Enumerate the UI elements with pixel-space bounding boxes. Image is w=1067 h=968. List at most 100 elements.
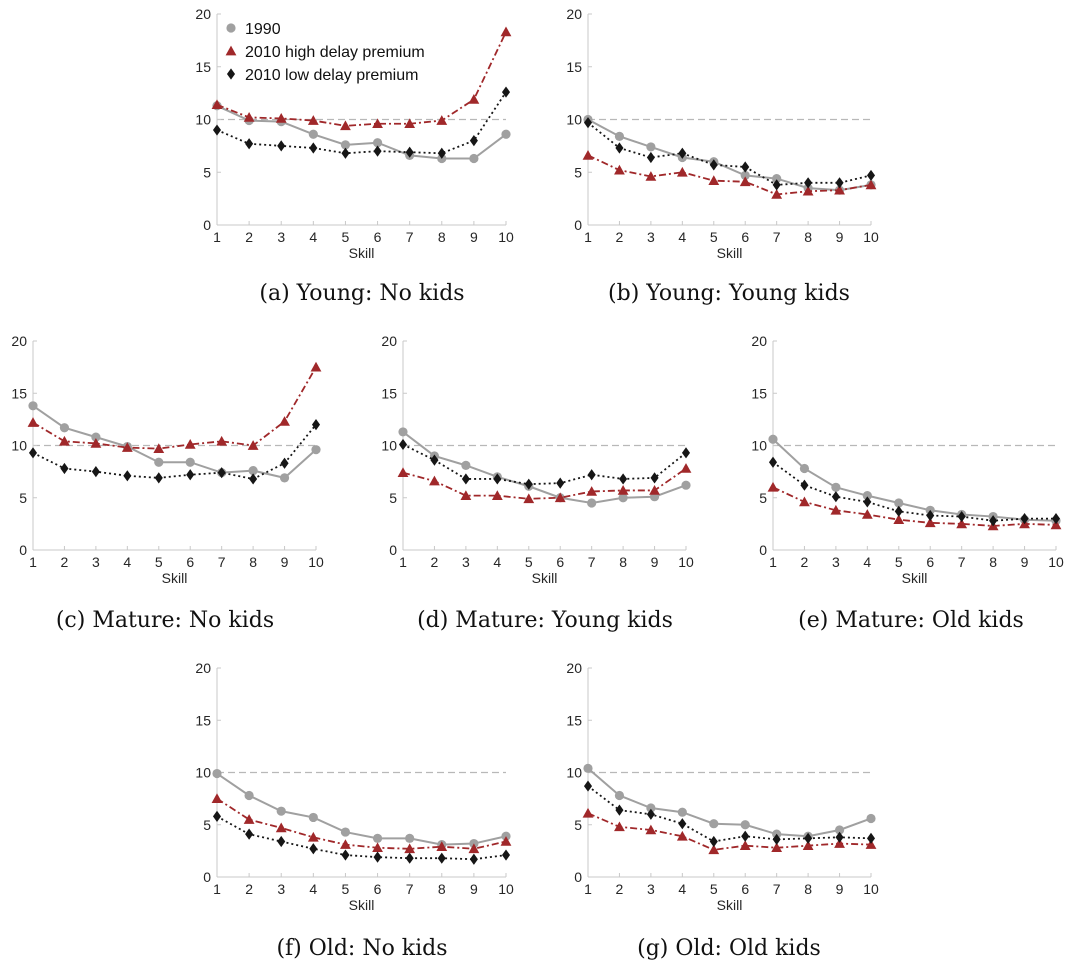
marker-p1-s3-4 bbox=[309, 142, 318, 154]
marker-p6-s3-1 bbox=[212, 810, 222, 822]
series-line-2 bbox=[587, 154, 872, 196]
series-line-2 bbox=[772, 486, 1057, 527]
x-tick-label: 3 bbox=[832, 554, 840, 570]
marker-p4-s3-1 bbox=[398, 438, 408, 451]
marker-p2-s3-10 bbox=[866, 169, 876, 182]
series-line-3 bbox=[216, 815, 507, 861]
y-tick-label: 5 bbox=[574, 164, 582, 180]
panel-caption: (g) Old: Old kids bbox=[637, 936, 821, 961]
marker-p7-s1-3 bbox=[646, 803, 656, 813]
marker-p2-s2-1 bbox=[582, 149, 594, 160]
x-tick-label: 9 bbox=[1021, 554, 1029, 570]
marker-p4-s2-4 bbox=[491, 490, 503, 500]
marker-p3-s2-9 bbox=[279, 416, 290, 426]
marker-p7-s1-1 bbox=[583, 763, 593, 773]
x-axis-label: Skill bbox=[162, 570, 188, 586]
y-tick-label: 15 bbox=[195, 59, 211, 75]
y-tick-label: 20 bbox=[751, 333, 767, 349]
marker-p4-s1-10 bbox=[681, 480, 691, 490]
marker-p3-s3-10 bbox=[311, 419, 321, 431]
marker-p5-s3-10 bbox=[1051, 513, 1061, 525]
x-tick-label: 10 bbox=[1048, 554, 1064, 570]
marker-p4-s2-2 bbox=[429, 475, 440, 486]
marker-p7-s2-4 bbox=[676, 830, 688, 841]
x-tick-label: 8 bbox=[619, 554, 627, 570]
marker-p6-s2-1 bbox=[211, 793, 223, 803]
x-tick-label: 7 bbox=[773, 229, 781, 245]
marker-p7-s3-3 bbox=[646, 808, 655, 820]
x-tick-label: 2 bbox=[245, 229, 253, 245]
marker-p2-s2-9 bbox=[834, 184, 845, 195]
marker-p2-s3-5 bbox=[709, 159, 718, 171]
marker-p7-s3-7 bbox=[772, 833, 781, 845]
panel-c: 0 5 10 15 20 1 2 3 4 5 6 7 8 9 10 Skill (c) Mature: No k… bbox=[11, 333, 324, 633]
marker-p2-s1-6 bbox=[740, 170, 750, 181]
x-tick-label: 8 bbox=[989, 554, 997, 570]
series-line-2 bbox=[216, 797, 507, 850]
marker-p6-s3-10 bbox=[501, 849, 511, 861]
marker-p7-s2-2 bbox=[614, 821, 625, 832]
marker-p7-s1-6 bbox=[740, 820, 750, 830]
series-line-1 bbox=[772, 438, 1057, 522]
marker-p7-s2-7 bbox=[771, 842, 783, 853]
x-tick-label: 4 bbox=[678, 881, 686, 897]
marker-p6-s2-3 bbox=[275, 822, 287, 833]
y-tick-label: 15 bbox=[751, 385, 767, 401]
y-tick-label: 5 bbox=[19, 490, 27, 506]
x-tick-label: 1 bbox=[769, 554, 777, 570]
x-tick-label: 2 bbox=[61, 554, 69, 570]
x-tick-label: 5 bbox=[155, 554, 163, 570]
x-tick-label: 7 bbox=[218, 554, 226, 570]
marker-p3-s2-6 bbox=[184, 439, 196, 449]
y-tick-label: 5 bbox=[203, 164, 211, 180]
marker-p1-s3-8 bbox=[437, 147, 446, 159]
x-tick-label: 10 bbox=[498, 229, 514, 245]
panel-caption: (a) Young: No kids bbox=[259, 281, 464, 306]
marker-p2-s2-2 bbox=[614, 164, 625, 175]
marker-p1-s2-10 bbox=[500, 26, 512, 37]
marker-p4-s2-5 bbox=[523, 493, 535, 504]
y-tick-label: 5 bbox=[203, 817, 211, 833]
series-line-2 bbox=[216, 31, 507, 127]
x-tick-label: 1 bbox=[213, 881, 221, 897]
marker-p5-s3-9 bbox=[1020, 513, 1029, 525]
y-tick-label: 10 bbox=[195, 765, 211, 781]
panel-caption: (b) Young: Young kids bbox=[608, 281, 850, 306]
marker-p7-s2-8 bbox=[802, 840, 814, 850]
marker-p6-s2-2 bbox=[243, 814, 255, 824]
x-tick-label: 6 bbox=[374, 229, 382, 245]
marker-p3-s3-6 bbox=[186, 469, 195, 481]
y-tick-label: 0 bbox=[203, 217, 211, 233]
marker-p6-s1-3 bbox=[276, 806, 286, 816]
panel-a: 0 5 10 15 20 1 2 3 4 5 6 7 8 9 10 Skill (a) Young: No ki… bbox=[195, 6, 514, 306]
marker-p6-s2-6 bbox=[372, 842, 383, 853]
x-tick-label: 1 bbox=[584, 881, 592, 897]
marker-p7-s3-4 bbox=[678, 818, 687, 830]
series-line-3 bbox=[402, 443, 687, 486]
marker-p1-s2-5 bbox=[340, 120, 351, 131]
marker-p3-s1-9 bbox=[279, 473, 290, 483]
y-tick-label: 20 bbox=[566, 6, 582, 22]
series-line-3 bbox=[587, 785, 872, 843]
series-line-1 bbox=[216, 772, 507, 846]
marker-p5-s2-1 bbox=[767, 481, 779, 492]
panel-caption: (d) Mature: Young kids bbox=[417, 608, 673, 633]
marker-p5-s1-2 bbox=[799, 463, 810, 474]
marker-p4-s3-7 bbox=[587, 469, 596, 481]
x-tick-label: 8 bbox=[438, 881, 446, 897]
y-tick-label: 20 bbox=[11, 333, 27, 349]
marker-p7-s1-10 bbox=[866, 813, 876, 824]
y-tick-label: 0 bbox=[574, 217, 582, 233]
marker-p2-s2-10 bbox=[865, 179, 877, 190]
y-tick-label: 10 bbox=[566, 765, 582, 781]
series-line-2 bbox=[402, 467, 687, 500]
marker-p4-s2-8 bbox=[617, 485, 629, 495]
series-line-3 bbox=[587, 121, 872, 186]
x-tick-label: 2 bbox=[245, 881, 253, 897]
x-axis-label: Skill bbox=[349, 897, 375, 913]
marker-p1-s3-1 bbox=[212, 124, 222, 136]
x-tick-label: 10 bbox=[863, 881, 879, 897]
marker-p3-s1-5 bbox=[154, 457, 164, 467]
marker-p100-s3-1 bbox=[226, 68, 236, 80]
x-tick-label: 4 bbox=[493, 554, 501, 570]
